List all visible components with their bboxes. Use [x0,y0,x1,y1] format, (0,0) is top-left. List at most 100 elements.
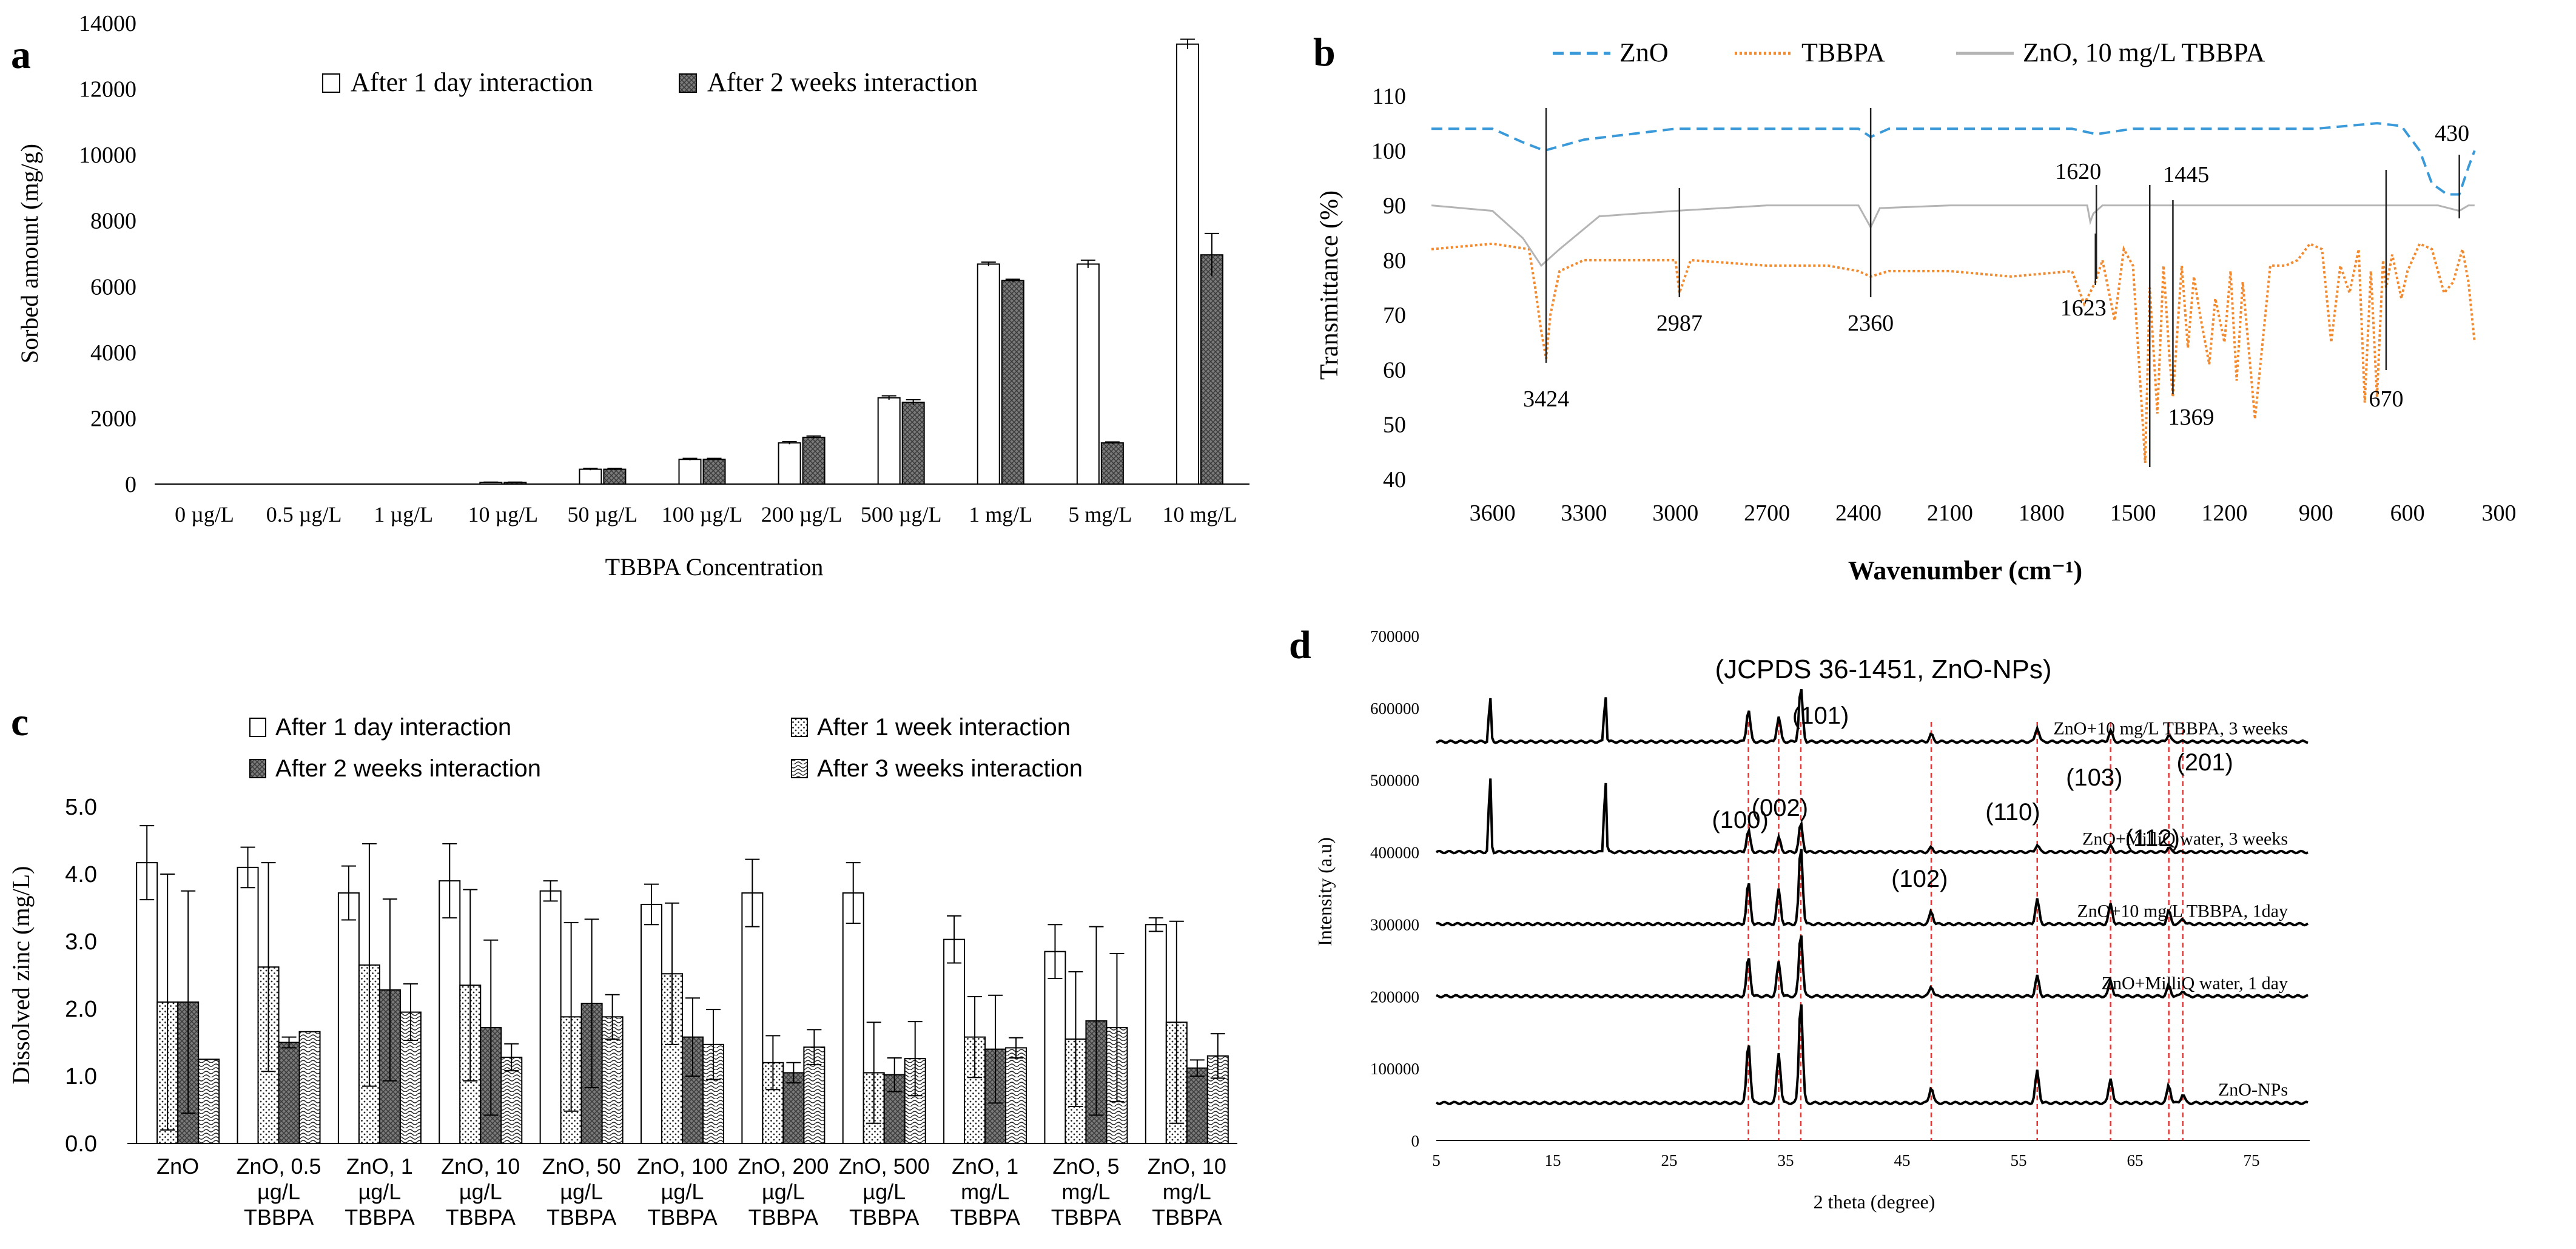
legend-label: After 1 week interaction [817,714,1071,741]
bar [1005,1047,1027,1144]
y-tick-label: 14000 [79,11,136,36]
x-tick-label: 0 µg/L [175,502,234,527]
y-tick-label: 100000 [1370,1060,1419,1078]
peak-label: (102) [1891,866,1948,892]
y-tick-label: 4.0 [65,862,97,887]
panel-c-dissolved-zinc-chart: 0.0 1.0 2.0 3.0 4.0 5.0 Dissolved zinc (mg/L) Z… [7,714,1237,1230]
legend-swatch [322,73,340,93]
x-tick-label: TBBPA [849,1205,919,1230]
x-tick-label: ZnO, 0.5 [237,1154,321,1179]
x-tick-label: TBBPA [647,1205,717,1230]
bar [943,938,966,1145]
bar [901,402,925,485]
bar [1186,1067,1208,1145]
x-tick-label: TBBPA [546,1205,616,1230]
bar [1044,951,1066,1145]
y-tick-label: 40 [1383,467,1406,493]
y-tick-label: 6000 [90,274,136,300]
bar [1200,254,1223,485]
y-tick-label: 1.0 [65,1064,97,1089]
x-tick-label: 5 [1432,1151,1441,1170]
x-tick-label: ZnO, 500 [839,1154,930,1179]
bar [1001,280,1024,485]
spectrum-line [1431,204,2475,268]
x-tick-label: 55 [2011,1151,2027,1170]
x-tick-label: TBBPA [244,1205,314,1230]
legend-label: After 2 weeks interaction [707,67,978,97]
x-tick-label: 45 [1894,1151,1911,1170]
peak-label: (101) [1792,702,1849,729]
legend-swatch [791,718,808,737]
series-label: ZnO+10 mg/L TBBPA, 1day [2077,901,2288,921]
bar [1100,442,1124,485]
bar [762,1062,784,1145]
x-tick-label: 3000 [1652,500,1698,526]
y-tick-label: 0.0 [65,1131,97,1157]
x-tick-label: TBBPA [446,1205,516,1230]
bar [1175,43,1199,485]
x-tick-label: mg/L [1163,1179,1211,1204]
legend-label: After 1 day interaction [351,67,593,97]
bar [136,862,158,1144]
annotation-label: 430 [2435,121,2469,146]
bar [237,866,259,1145]
xrd-pattern-line [1436,935,2309,999]
x-tick-label: µg/L [560,1179,603,1204]
series-label: ZnO+MilliQ water, 3 weeks [2082,829,2288,849]
y-tick-label: 80 [1383,248,1406,274]
legend-label: After 2 weeks interaction [275,755,541,782]
bar [802,436,826,485]
y-tick-label: 600000 [1370,699,1419,718]
y-tick-label: 3.0 [65,929,97,955]
y-tick-label: 2.0 [65,997,97,1022]
peak-label: (002) [1752,795,1808,821]
panel-a-sorbed-amount-chart: 0 2000 4000 6000 8000 10000 12000 14000 0 µg/L 0.… [16,11,1249,581]
y-tick-label: 50 [1383,412,1406,438]
x-tick-label: µg/L [661,1179,704,1204]
x-tick-label: 75 [2244,1151,2260,1170]
y-tick-label: 110 [1372,84,1406,109]
x-tick-label: ZnO, 5 [1052,1154,1119,1179]
x-tick-label: µg/L [257,1179,300,1204]
x-tick-label: µg/L [762,1179,805,1204]
bar [641,903,662,1144]
x-tick-label: µg/L [358,1179,402,1204]
x-tick-label: ZnO, 10 [441,1154,520,1179]
x-tick-label: 35 [1778,1151,1794,1170]
series-label: ZnO-NPs [2218,1080,2288,1100]
annotation-label: 1369 [2168,405,2214,430]
y-axis-title: Sorbed amount (mg/g) [16,144,43,363]
bar [500,1056,523,1145]
series-label: ZnO+10 mg/L TBBPA, 3 weeks [2053,719,2288,739]
x-tick-label: 25 [1661,1151,1678,1170]
x-tick-label: 2700 [1744,500,1790,526]
xrd-pattern-line [1436,688,2309,744]
legend-label: After 1 day interaction [275,714,511,741]
x-tick-label: 10 mg/L [1162,502,1237,527]
x-tick-label: 2400 [1835,500,1882,526]
bar [842,892,864,1144]
bar [198,1059,220,1144]
spectrum-line [1431,242,2476,463]
y-tick-label: 8000 [90,209,136,234]
legend-swatch [791,759,808,778]
x-tick-label: 1 mg/L [969,502,1032,527]
y-tick-label: 700000 [1370,627,1419,645]
x-tick-label: 2100 [1927,500,1973,526]
annotation-label: 1620 [2055,159,2101,184]
x-tick-label: µg/L [459,1179,502,1204]
x-tick-label: TBBPA [1051,1205,1121,1230]
x-tick-label: 200 µg/L [761,502,842,527]
x-tick-label: 1500 [2110,500,2156,526]
x-tick-label: 10 µg/L [468,502,538,527]
annotation-label: 1623 [2060,295,2107,321]
y-tick-label: 500000 [1370,772,1419,790]
x-tick-label: 1800 [2019,500,2065,526]
x-tick-label: 3600 [1470,500,1516,526]
x-tick-label: ZnO [156,1154,199,1179]
x-tick-label: 65 [2127,1151,2144,1170]
chart-title: (JCPDS 36-1451, ZnO-NPs) [1715,655,2051,684]
y-tick-label: 0 [1411,1132,1420,1150]
x-tick-label: 1 µg/L [374,502,433,527]
x-tick-label: ZnO, 10 [1148,1154,1226,1179]
